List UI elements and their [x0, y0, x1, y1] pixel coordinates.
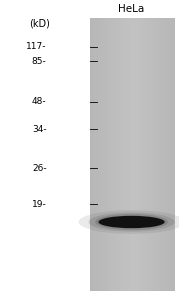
- Bar: [90, 18, 174, 291]
- Ellipse shape: [79, 210, 179, 234]
- Ellipse shape: [95, 214, 168, 230]
- Text: 117-: 117-: [26, 42, 47, 51]
- Text: 34-: 34-: [32, 124, 47, 134]
- Text: 19-: 19-: [32, 200, 47, 208]
- Text: 26-: 26-: [32, 164, 47, 172]
- Text: 48-: 48-: [32, 98, 47, 106]
- Ellipse shape: [98, 216, 165, 228]
- Text: HeLa: HeLa: [118, 4, 145, 14]
- Text: (kD): (kD): [29, 19, 50, 29]
- Ellipse shape: [89, 212, 175, 232]
- Text: 85-: 85-: [32, 57, 47, 66]
